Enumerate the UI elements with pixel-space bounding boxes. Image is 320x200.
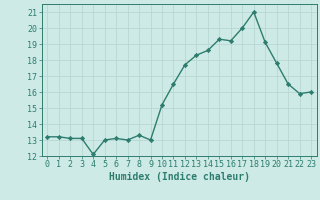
X-axis label: Humidex (Indice chaleur): Humidex (Indice chaleur) [109, 172, 250, 182]
